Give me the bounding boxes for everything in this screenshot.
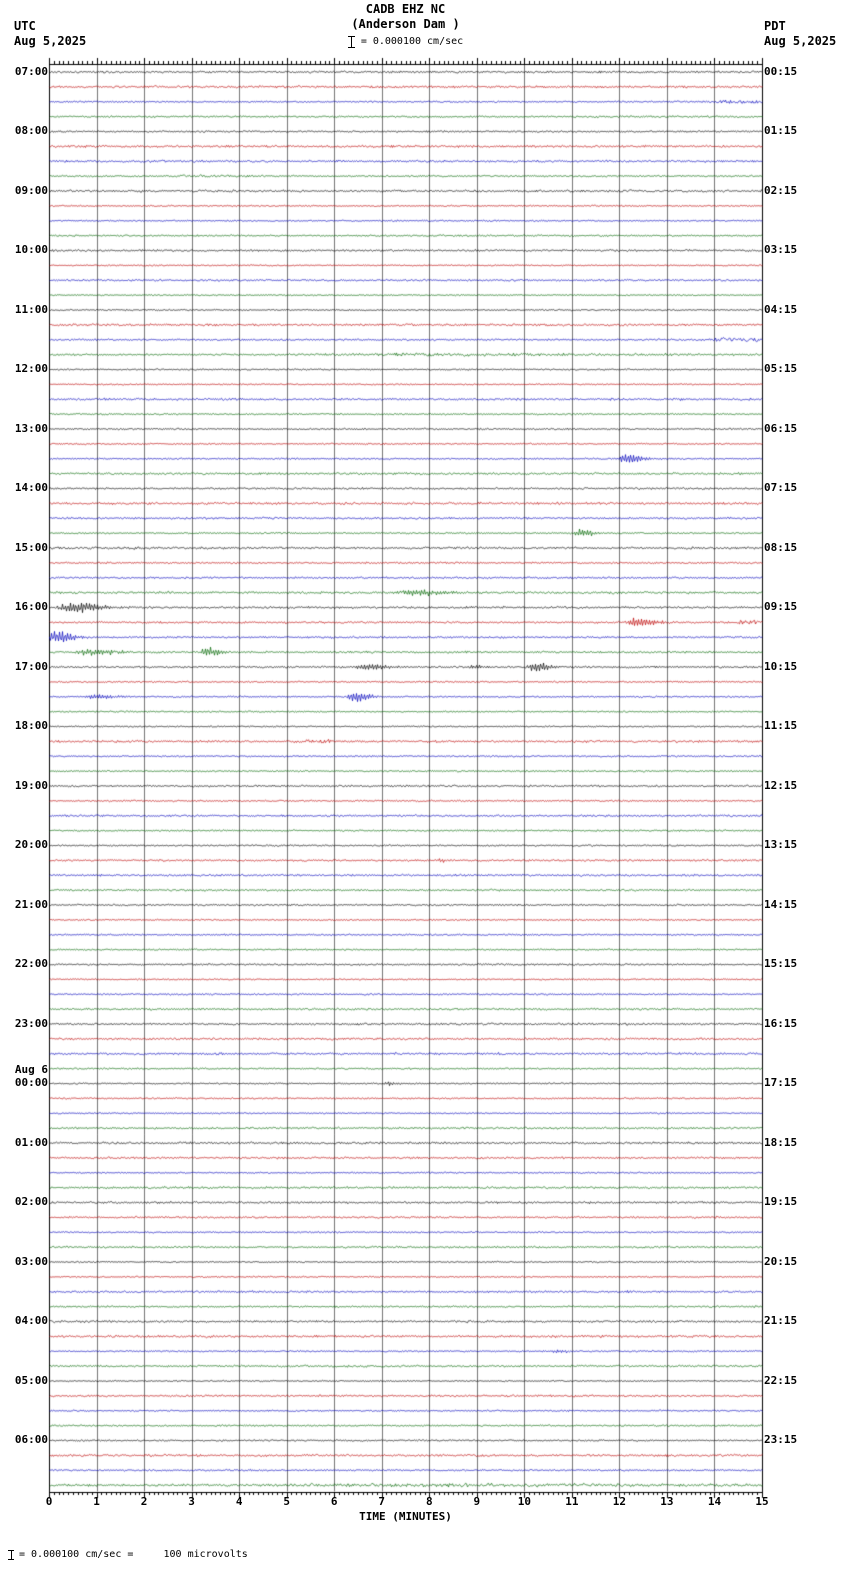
pdt-hour-label: 09:15 [764,600,798,613]
x-tick-label: 1 [93,1495,100,1508]
utc-hour-label: 08:00 [14,124,48,137]
left-date: Aug 5,2025 [14,34,87,48]
right-date: Aug 5,2025 [764,34,837,48]
utc-hour-label: 07:00 [14,64,48,78]
x-axis-title: TIME (MINUTES) [359,1510,452,1523]
pdt-hour-label: 13:15 [764,838,798,851]
station-location: (Anderson Dam ) [351,17,460,31]
utc-hour-label: 05:00 [14,1373,48,1387]
x-tick-label: 15 [755,1495,769,1508]
utc-hour-label: 06:00 [14,1433,48,1446]
header-center: CADB EHZ NC (Anderson Dam ) = 0.000100 c… [49,2,762,48]
x-tick-label: 7 [378,1495,386,1508]
utc-hour-label: 18:00 [14,719,48,732]
pdt-hour-label: 22:15 [764,1373,798,1387]
pdt-hour-label: 18:15 [764,1135,798,1149]
scale-text: = 0.000100 cm/sec [360,36,464,47]
header-right: PDT Aug 5,2025 [764,19,836,49]
utc-hour-label: 15:00 [14,540,48,554]
utc-hour-label: 11:00 [14,302,48,316]
utc-hour-label: 23:00 [14,1016,48,1030]
pdt-hour-label: 02:15 [764,183,798,197]
station-code: CADB EHZ NC [365,2,446,16]
x-tick-label: 9 [473,1495,481,1508]
utc-hour-label: 09:00 [14,183,48,197]
x-tick-label: 4 [235,1495,243,1508]
pdt-hour-label: 04:15 [764,302,798,316]
pdt-hour-label: 12:15 [764,778,798,792]
utc-hour-label: 14:00 [14,481,48,494]
date-rollover-marker: Aug 6 [14,1063,48,1076]
right-timezone: PDT [764,19,786,33]
pdt-hour-label: 00:15 [764,64,798,78]
utc-hour-label: 22:00 [14,957,48,970]
utc-hour-label: 12:00 [14,362,48,375]
scale-bar-icon [8,1550,14,1560]
utc-hour-label: 16:00 [14,600,48,613]
x-tick-label: 10 [517,1495,531,1508]
pdt-hour-label: 17:15 [764,1076,798,1089]
pdt-hour-label: 06:15 [764,421,798,435]
utc-hour-label: 10:00 [14,243,48,256]
pdt-hour-label: 11:15 [764,719,798,732]
utc-hour-label: 03:00 [14,1254,48,1268]
pdt-hour-label: 08:15 [764,540,798,554]
pdt-hour-label: 15:15 [764,957,798,970]
utc-hour-label: 04:00 [14,1314,48,1327]
x-tick-label: 0 [45,1495,53,1508]
pdt-hour-label: 10:15 [764,659,798,673]
footer-scale-text: = 0.000100 cm/sec = 100 microvolts [19,1549,248,1560]
x-tick-label: 5 [283,1495,290,1508]
pdt-hour-label: 03:15 [764,243,798,256]
utc-hour-label: 00:00 [14,1076,48,1089]
header-left: UTC Aug 5,2025 [14,19,86,49]
pdt-hour-label: 20:15 [764,1254,798,1268]
pdt-hour-label: 19:15 [764,1195,798,1208]
x-tick-label: 12 [612,1495,627,1508]
x-tick-label: 8 [425,1495,433,1508]
pdt-hour-label: 01:15 [764,124,798,137]
x-tick-label: 14 [707,1495,722,1508]
utc-hour-label: 17:00 [14,659,48,673]
x-tick-label: 11 [565,1495,579,1508]
x-tick-label: 6 [330,1495,338,1508]
footer-scale-note: = 0.000100 cm/sec = 100 microvolts [8,1549,248,1561]
scale-bar-icon [347,36,355,48]
pdt-hour-label: 14:15 [764,897,798,911]
x-tick-label: 13 [660,1495,674,1508]
pdt-hour-label: 05:15 [764,362,798,375]
utc-hour-label: 02:00 [14,1195,48,1208]
left-timezone: UTC [14,19,36,33]
pdt-hour-label: 23:15 [764,1433,798,1446]
utc-hour-label: 20:00 [14,838,48,851]
utc-hour-label: 13:00 [14,421,48,435]
pdt-hour-label: 07:15 [764,481,798,494]
utc-hour-label: 01:00 [14,1135,48,1149]
x-tick-label: 3 [188,1495,195,1508]
x-tick-label: 2 [140,1495,148,1508]
amplitude-scale: = 0.000100 cm/sec [49,36,762,48]
utc-hour-label: 21:00 [14,897,48,911]
pdt-hour-label: 16:15 [764,1016,798,1030]
pdt-hour-label: 21:15 [764,1314,798,1327]
utc-hour-label: 19:00 [14,778,48,792]
